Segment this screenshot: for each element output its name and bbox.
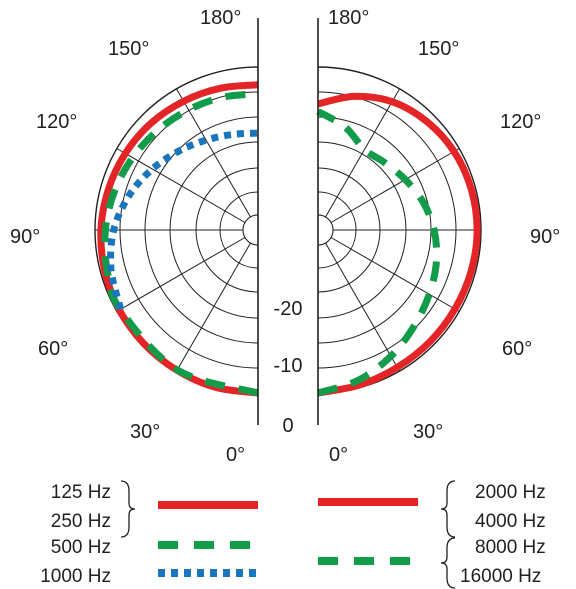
grid-spoke [330, 237, 460, 312]
legend-label-2000hz: 2000 Hz [475, 482, 546, 503]
db-tick-minus-10: -10 [274, 355, 303, 377]
angle-label-right-0: 0° [329, 444, 348, 466]
angle-label-right-180: 180° [328, 7, 369, 29]
db-tick-minus-20: -20 [274, 298, 303, 320]
right-polar-grid [317, 66, 482, 394]
angle-label-left-120: 120° [36, 111, 77, 133]
angle-label-right-150: 150° [418, 38, 459, 60]
curve-left-solid-0 [97, 81, 259, 397]
grid-spoke [325, 88, 400, 218]
angle-label-left-0: 0° [226, 444, 245, 466]
legend-brace-right-1 [440, 480, 456, 538]
legend-label-500hz: 500 Hz [51, 537, 111, 558]
angle-label-left-90: 90° [10, 226, 40, 248]
grid-spoke [176, 88, 251, 218]
curve-left-dashed-1 [101, 90, 259, 397]
grid-spoke [325, 242, 400, 372]
legend-label-250hz: 250 Hz [51, 511, 111, 532]
angle-label-left-180: 180° [200, 7, 241, 29]
angle-label-right-60: 60° [502, 338, 532, 360]
grid-spoke [176, 242, 251, 372]
legend-brace-left [120, 480, 136, 538]
legend-label-4000hz: 4000 Hz [475, 511, 546, 532]
grid-center [317, 214, 334, 246]
legend-label-125hz: 125 Hz [51, 482, 111, 503]
angle-label-left-60: 60° [38, 338, 68, 360]
legend-label-1000hz: 1000 Hz [40, 566, 111, 587]
grid-spoke [330, 148, 460, 223]
legend-label-16000hz: 16000 Hz [460, 566, 541, 587]
legend-brace-right-2 [440, 537, 456, 589]
curve-right-dashed-1 [316, 108, 441, 397]
angle-label-left-30: 30° [130, 421, 160, 443]
angle-label-left-150: 150° [108, 38, 149, 60]
legend: 125 Hz 250 Hz 500 Hz 1000 Hz 2000 Hz 400… [40, 480, 546, 589]
legend-label-8000hz: 8000 Hz [475, 537, 546, 558]
curve-right-solid-0 [317, 92, 481, 397]
polar-curves [97, 81, 481, 397]
angle-label-right-30: 30° [413, 421, 443, 443]
db-tick-0: 0 [282, 415, 293, 437]
grid-spoke [116, 237, 246, 312]
angle-label-right-120: 120° [500, 111, 541, 133]
grid-center [242, 214, 259, 246]
curve-left-dotted-2 [107, 129, 259, 311]
angle-label-right-90: 90° [530, 226, 560, 248]
grid-spoke [116, 148, 246, 223]
